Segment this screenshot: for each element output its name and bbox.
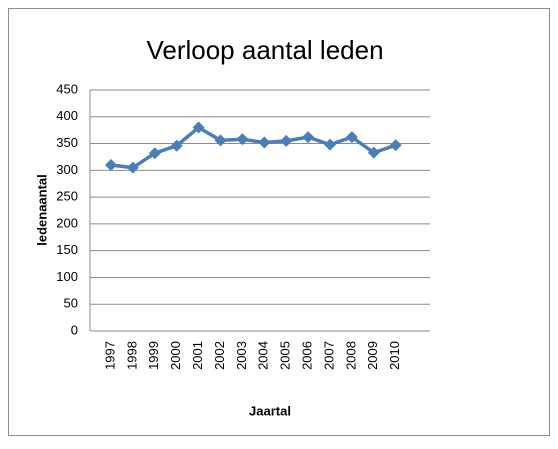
data-point bbox=[126, 161, 139, 174]
y-tick-label: 400 bbox=[56, 108, 78, 123]
y-tick-label: 50 bbox=[64, 296, 78, 311]
x-tick-label: 2001 bbox=[190, 341, 205, 370]
data-point bbox=[324, 138, 336, 151]
y-tick-label: 100 bbox=[56, 269, 78, 284]
data-point bbox=[148, 147, 161, 160]
x-tick-label: 2006 bbox=[300, 341, 315, 370]
x-tick-label: 2002 bbox=[212, 341, 227, 370]
x-tick-label: 2008 bbox=[343, 341, 358, 370]
x-tick-label: 2003 bbox=[234, 341, 249, 370]
data-point bbox=[105, 158, 117, 171]
data-point bbox=[170, 139, 183, 152]
chart-title: Verloop aantal leden bbox=[146, 35, 383, 65]
x-tick-label: 2010 bbox=[387, 341, 402, 370]
x-tick-label: 2007 bbox=[321, 341, 336, 370]
data-point bbox=[280, 134, 293, 147]
data-point bbox=[302, 131, 315, 144]
data-point bbox=[367, 146, 380, 159]
y-tick-label: 450 bbox=[56, 81, 78, 96]
x-tick-label: 2000 bbox=[168, 341, 183, 370]
x-tick-label: 1998 bbox=[124, 341, 139, 370]
x-tick-label: 2009 bbox=[365, 341, 380, 370]
y-tick-label: 350 bbox=[56, 135, 78, 150]
y-tick-label: 0 bbox=[71, 322, 78, 337]
data-point bbox=[258, 136, 271, 149]
x-tick-label: 2005 bbox=[278, 341, 293, 370]
data-point bbox=[192, 121, 205, 134]
data-point bbox=[214, 134, 227, 147]
y-axis-label: ledenaantal bbox=[34, 174, 49, 246]
x-tick-label: 1999 bbox=[146, 341, 161, 370]
x-axis-label: Jaartal bbox=[249, 403, 291, 418]
data-point bbox=[345, 131, 358, 144]
y-tick-label: 250 bbox=[56, 189, 78, 204]
y-tick-label: 200 bbox=[56, 215, 78, 230]
chart-border bbox=[8, 8, 550, 436]
y-tick-label: 150 bbox=[56, 242, 78, 257]
x-tick-label: 2004 bbox=[256, 341, 271, 370]
data-point bbox=[236, 133, 249, 146]
y-tick-label: 300 bbox=[56, 162, 78, 177]
x-tick-label: 1997 bbox=[102, 341, 117, 370]
data-point bbox=[389, 139, 402, 152]
